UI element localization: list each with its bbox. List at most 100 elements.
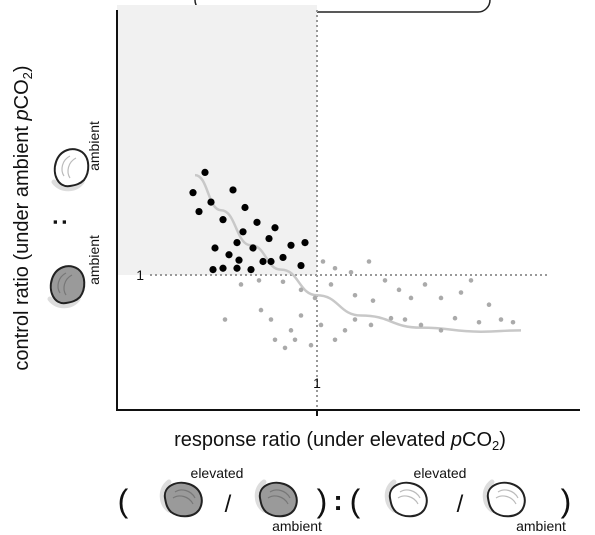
- icon-label: elevated: [414, 465, 467, 481]
- scatter-point: [222, 317, 228, 322]
- scatter-point: [219, 264, 227, 272]
- scatter-point: [292, 337, 298, 343]
- scatter-point: [211, 244, 219, 252]
- paren: (: [350, 483, 361, 519]
- x-label-subscript: 2: [492, 438, 499, 453]
- scatter-point: [258, 307, 264, 313]
- x-label-text: response ratio (under elevated: [174, 429, 451, 451]
- scatter-point: [438, 328, 444, 333]
- scatter-point: [476, 319, 482, 325]
- scatter-point: [272, 337, 278, 343]
- scatter-point: [422, 282, 428, 287]
- icon-label: ambient: [86, 235, 102, 285]
- shell-icon: [257, 482, 297, 516]
- y-label-subscript: 2: [20, 72, 35, 79]
- scatter-point: [402, 317, 408, 322]
- scatter-point: [368, 322, 374, 328]
- scatter-point: [388, 315, 394, 321]
- top-box: [194, 0, 491, 13]
- scatter-point: [280, 279, 286, 285]
- y-label-italic: p: [11, 109, 33, 121]
- scatter-point: [458, 290, 464, 295]
- scatter-point: [201, 168, 209, 176]
- scatter-point: [233, 239, 241, 247]
- scatter-point: [241, 203, 249, 212]
- scatter-point: [297, 261, 305, 270]
- scatter-point: [418, 322, 424, 328]
- scatter-point: [308, 342, 314, 348]
- icon-label: ambient: [272, 518, 322, 534]
- scatter-point: [298, 313, 304, 318]
- scatter-point: [238, 282, 244, 287]
- scatter-point: [253, 218, 261, 226]
- shell-icon: [387, 482, 427, 516]
- scatter-point: [271, 224, 279, 232]
- fit-curve: [194, 173, 522, 333]
- slash: /: [457, 491, 464, 518]
- y-tick-label: 1: [136, 267, 144, 283]
- paren: (: [118, 483, 129, 519]
- scatter-point: [382, 278, 388, 283]
- scatter-point: [209, 266, 217, 274]
- scatter-point: [225, 251, 233, 259]
- slash: /: [225, 491, 232, 518]
- scatter-point: [279, 253, 287, 262]
- y-axis-label: control ratio (under ambient pCO2): [11, 65, 35, 370]
- scatter-point: [239, 228, 247, 236]
- scatter-point: [332, 337, 338, 343]
- scatter-point: [298, 287, 304, 293]
- scatter-point: [207, 198, 215, 206]
- x-label-text: ): [499, 429, 506, 451]
- scatter-point: [233, 264, 241, 272]
- plot-area: 11: [116, 5, 580, 416]
- scatter-point: [348, 270, 354, 275]
- scatter-point: [320, 259, 326, 264]
- scatter-point: [267, 257, 275, 266]
- scatter-point: [268, 317, 274, 322]
- scatter-point: [249, 244, 257, 252]
- scatter-point: [247, 266, 255, 274]
- ratio-colon: :: [45, 218, 72, 226]
- scatter-point: [366, 259, 372, 264]
- paren: ): [317, 483, 328, 519]
- scatter-point: [318, 322, 324, 328]
- scatter-point: [259, 257, 267, 266]
- scatter-point: [408, 295, 414, 301]
- icon-label: ambient: [516, 518, 566, 534]
- scatter-point: [352, 317, 358, 322]
- ratio-colon: :: [333, 485, 342, 516]
- x-label-italic: p: [450, 429, 462, 451]
- scatter-point: [510, 319, 516, 325]
- scatter-point: [288, 328, 294, 333]
- shell-icon: [162, 482, 202, 516]
- scatter-point: [452, 315, 458, 321]
- scatter-point: [312, 295, 318, 301]
- scatter-point: [468, 278, 474, 283]
- shell-icon: [50, 266, 84, 306]
- y-label-text: ): [11, 65, 33, 72]
- scatter-point: [352, 292, 358, 298]
- scatter-point: [219, 216, 227, 224]
- scatter-point: [396, 287, 402, 293]
- scatter-point: [229, 186, 237, 194]
- scatter-point: [370, 298, 376, 303]
- scatter-point: [287, 241, 295, 249]
- scatter-point: [195, 207, 203, 216]
- y-label-text: CO: [11, 79, 33, 109]
- shell-icon: [54, 149, 88, 189]
- scatter-point: [332, 265, 338, 271]
- scatter-point: [189, 189, 197, 197]
- x-axis-label: response ratio (under elevated pCO2): [174, 429, 506, 453]
- scatter-point: [328, 282, 334, 287]
- scatter-point: [265, 234, 273, 243]
- paren: ): [561, 483, 572, 519]
- scatter-point: [256, 278, 262, 283]
- scatter-point: [486, 302, 492, 308]
- scatter-point: [301, 239, 309, 247]
- x-label-text: CO: [462, 429, 492, 451]
- scatter-point: [342, 328, 348, 333]
- icon-label: elevated: [191, 465, 244, 481]
- x-tick-label: 1: [313, 375, 321, 391]
- quadrant-shade: [117, 5, 317, 275]
